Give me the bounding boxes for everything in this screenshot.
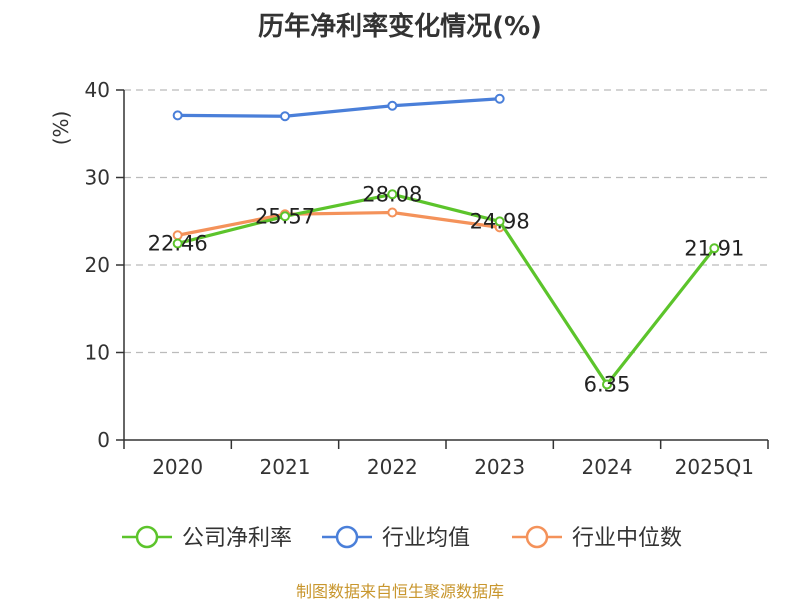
data-point [387, 207, 398, 218]
y-tick-label: 20 [85, 253, 110, 277]
series-line [177, 210, 500, 237]
legend-marker [135, 525, 159, 549]
data-label: 28.08 [362, 182, 422, 206]
y-tick-label: 30 [85, 166, 110, 190]
series-line [177, 97, 500, 118]
x-tick-label: 2020 [152, 455, 203, 479]
x-tick-label: 2023 [474, 455, 525, 479]
x-tick-label: 2022 [367, 455, 418, 479]
data-point [172, 110, 183, 121]
chart-title: 历年净利率变化情况(%) [258, 12, 542, 42]
legend-label: 公司净利率 [182, 526, 292, 551]
x-tick-label: 2024 [582, 455, 633, 479]
series-line [177, 192, 716, 387]
legend-label: 行业中位数 [572, 526, 682, 551]
data-label: 25.57 [255, 204, 315, 228]
legend-marker [335, 525, 359, 549]
legend-marker [525, 525, 549, 549]
source-note: 制图数据来自恒生聚源数据库 [295, 582, 504, 601]
y-axis-label: (%) [49, 111, 73, 146]
data-point [494, 216, 505, 227]
y-tick-label: 10 [85, 341, 110, 365]
x-tick-label: 2021 [260, 455, 311, 479]
data-point [172, 238, 183, 249]
data-point [602, 379, 612, 390]
data-point [709, 243, 720, 254]
data-label: 6.35 [584, 372, 631, 396]
legend: 公司净利率 行业均值 行业中位数 [122, 525, 682, 551]
series-lines [172, 93, 720, 390]
data-label: 21.91 [684, 236, 744, 260]
y-tick-label: 40 [85, 78, 110, 102]
x-tick-label: 2025Q1 [675, 455, 754, 479]
x-tick-labels: 2020 2021 2022 2023 2024 2025Q1 [152, 455, 754, 479]
axes [116, 89, 769, 449]
data-labels: 22.46 25.57 28.08 24.98 6.35 21.91 [148, 182, 745, 396]
data-label: 24.98 [470, 209, 530, 233]
data-point [280, 111, 290, 122]
data-point [280, 211, 290, 222]
data-point [387, 189, 398, 200]
y-tick-labels: 0 10 20 30 40 [85, 78, 110, 452]
data-point [387, 100, 398, 111]
data-point [494, 93, 505, 104]
y-tick-label: 0 [97, 428, 110, 452]
data-label: 22.46 [148, 231, 208, 255]
legend-label: 行业均值 [382, 526, 470, 551]
